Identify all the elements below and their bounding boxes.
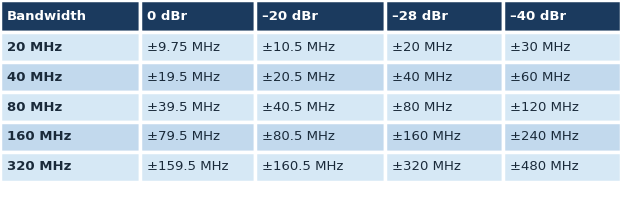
Bar	[385, 92, 503, 122]
Bar	[385, 62, 503, 92]
Bar	[385, 152, 503, 182]
Text: ±60 MHz: ±60 MHz	[510, 71, 570, 84]
Text: ±80 MHz: ±80 MHz	[392, 100, 452, 113]
Bar	[0, 122, 140, 152]
Text: –20 dBr: –20 dBr	[262, 9, 318, 22]
Bar	[385, 32, 503, 62]
Bar	[255, 152, 385, 182]
Bar	[0, 152, 140, 182]
Text: ±20.5 MHz: ±20.5 MHz	[262, 71, 335, 84]
Bar	[503, 152, 621, 182]
Text: 0 dBr: 0 dBr	[147, 9, 187, 22]
Text: ±40 MHz: ±40 MHz	[392, 71, 452, 84]
Bar	[503, 32, 621, 62]
Text: ±120 MHz: ±120 MHz	[510, 100, 579, 113]
Text: ±10.5 MHz: ±10.5 MHz	[262, 41, 335, 54]
Bar	[255, 92, 385, 122]
Text: 160 MHz: 160 MHz	[7, 130, 71, 143]
Text: ±40.5 MHz: ±40.5 MHz	[262, 100, 335, 113]
Text: 40 MHz: 40 MHz	[7, 71, 62, 84]
Text: Bandwidth: Bandwidth	[7, 9, 87, 22]
Bar	[255, 62, 385, 92]
Bar	[140, 0, 255, 32]
Bar	[503, 92, 621, 122]
Text: ±240 MHz: ±240 MHz	[510, 130, 579, 143]
Bar	[0, 32, 140, 62]
Bar	[503, 0, 621, 32]
Bar	[0, 92, 140, 122]
Text: 20 MHz: 20 MHz	[7, 41, 62, 54]
Bar	[503, 122, 621, 152]
Text: ±160.5 MHz: ±160.5 MHz	[262, 161, 343, 174]
Text: ±9.75 MHz: ±9.75 MHz	[147, 41, 220, 54]
Text: –40 dBr: –40 dBr	[510, 9, 566, 22]
Bar	[255, 0, 385, 32]
Text: –28 dBr: –28 dBr	[392, 9, 448, 22]
Bar	[140, 152, 255, 182]
Bar	[503, 62, 621, 92]
Bar	[0, 0, 140, 32]
Text: ±480 MHz: ±480 MHz	[510, 161, 579, 174]
Text: ±80.5 MHz: ±80.5 MHz	[262, 130, 335, 143]
Bar	[140, 62, 255, 92]
Text: ±39.5 MHz: ±39.5 MHz	[147, 100, 220, 113]
Bar	[385, 122, 503, 152]
Text: ±320 MHz: ±320 MHz	[392, 161, 461, 174]
Bar	[0, 62, 140, 92]
Bar	[140, 32, 255, 62]
Bar	[385, 0, 503, 32]
Text: ±160 MHz: ±160 MHz	[392, 130, 461, 143]
Bar	[255, 32, 385, 62]
Bar	[140, 92, 255, 122]
Text: ±19.5 MHz: ±19.5 MHz	[147, 71, 220, 84]
Bar	[140, 122, 255, 152]
Text: ±79.5 MHz: ±79.5 MHz	[147, 130, 220, 143]
Text: ±159.5 MHz: ±159.5 MHz	[147, 161, 229, 174]
Bar	[255, 122, 385, 152]
Text: 80 MHz: 80 MHz	[7, 100, 62, 113]
Text: ±30 MHz: ±30 MHz	[510, 41, 570, 54]
Text: 320 MHz: 320 MHz	[7, 161, 71, 174]
Text: ±20 MHz: ±20 MHz	[392, 41, 452, 54]
